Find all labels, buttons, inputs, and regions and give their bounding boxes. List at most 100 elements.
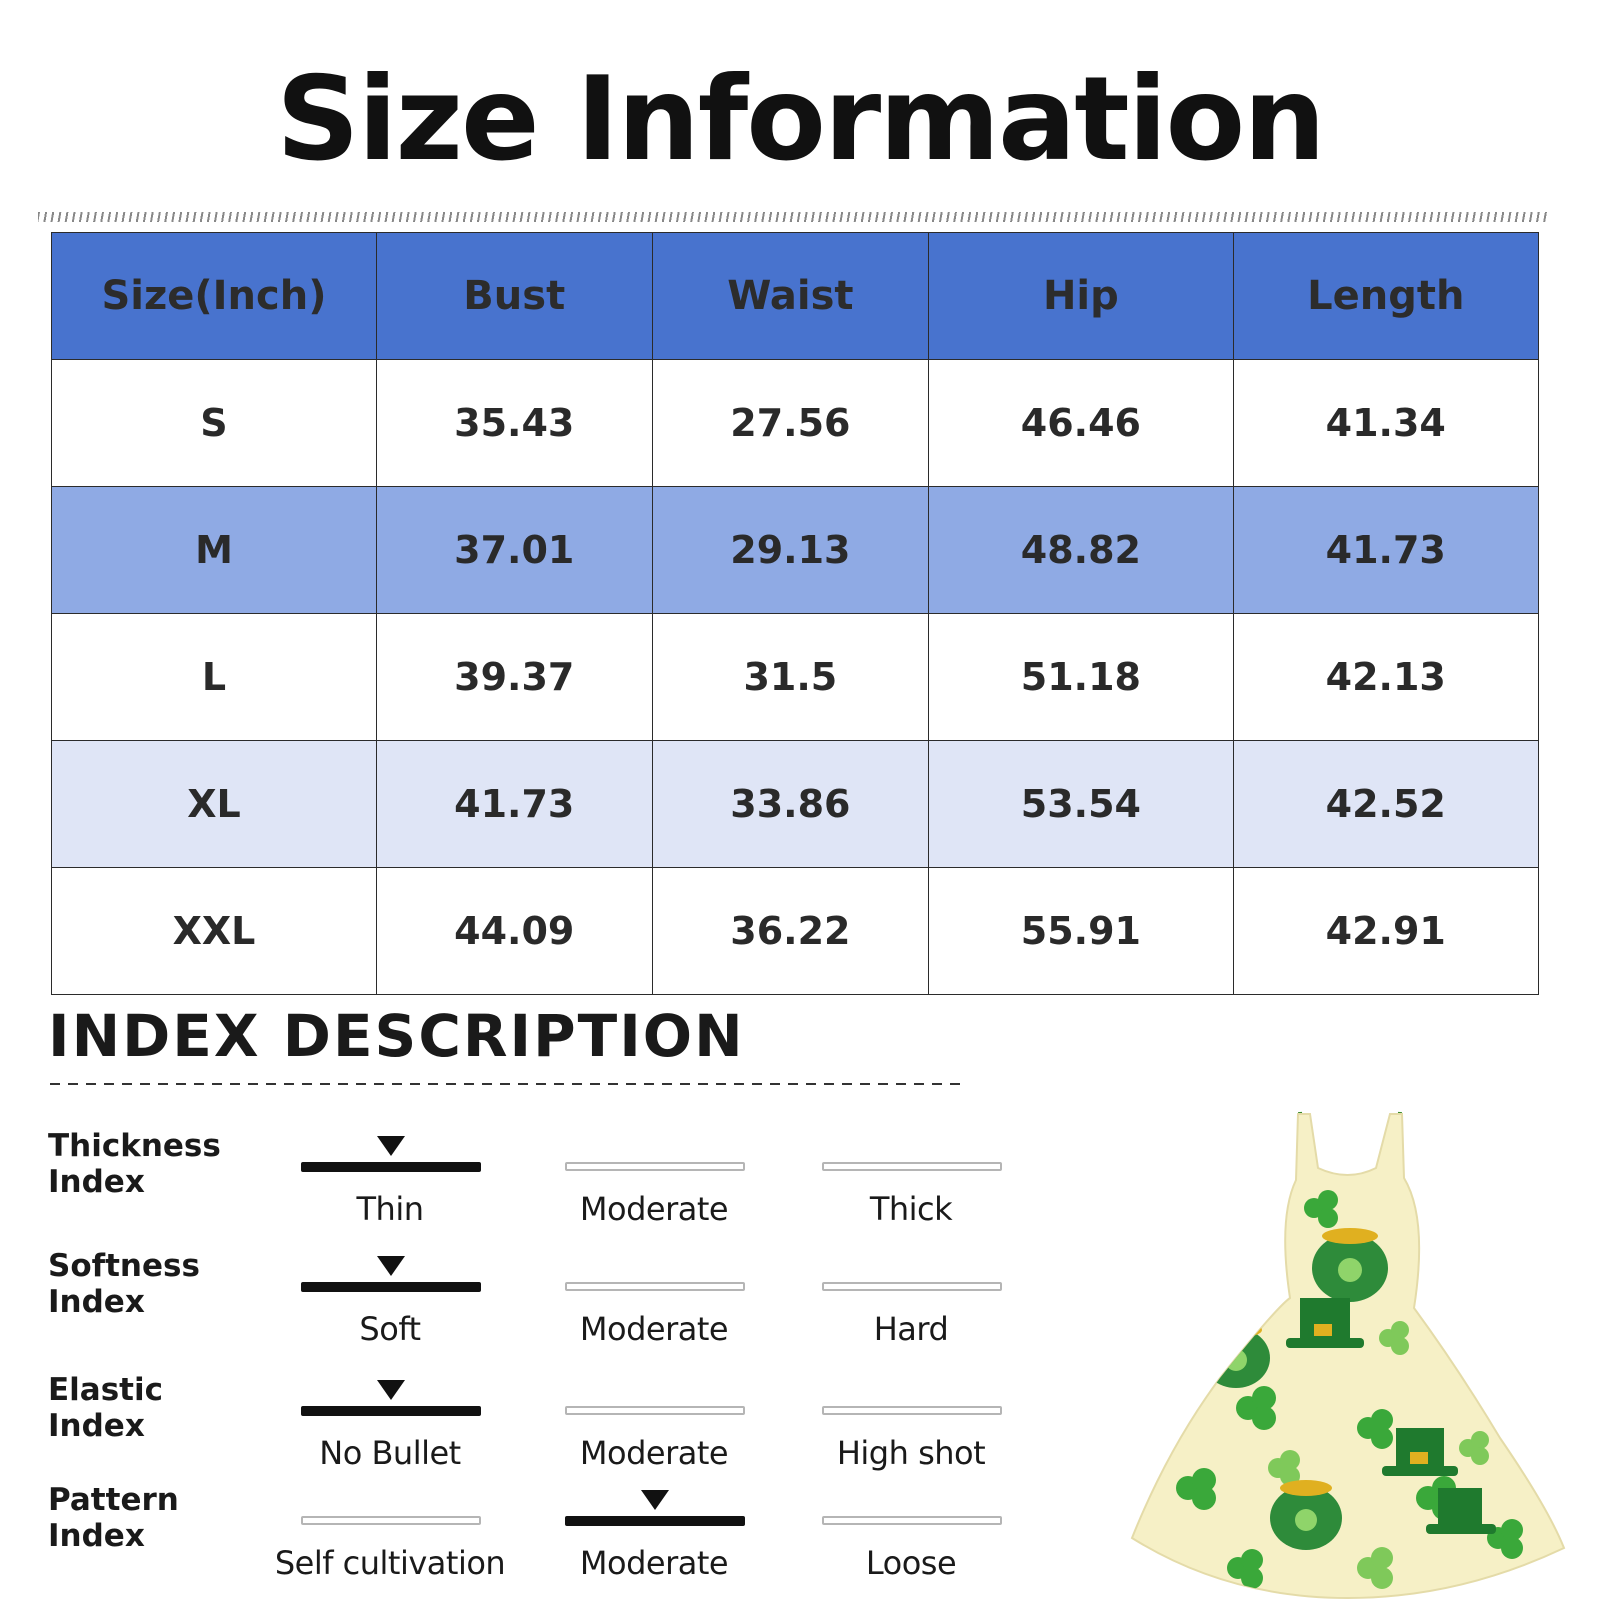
index-option: Hard: [822, 1248, 1002, 1358]
index-description-title: INDEX DESCRIPTION: [48, 1002, 745, 1070]
cell-size: XL: [51, 740, 377, 868]
leprechaun-hat-icon: [1286, 1298, 1364, 1348]
cell-size: L: [51, 613, 377, 741]
cell-length: 42.13: [1232, 613, 1540, 741]
table-row: XL 41.73 33.86 53.54 42.52: [51, 740, 1540, 868]
cell-length: 42.52: [1232, 740, 1540, 868]
index-option: Self cultivation: [275, 1482, 506, 1592]
selected-marker-icon: [641, 1490, 669, 1510]
index-label: Thickness Index: [48, 1128, 288, 1200]
option-label: Moderate: [579, 1310, 729, 1348]
cell-bust: 44.09: [375, 867, 653, 995]
option-label: Thin: [356, 1190, 425, 1228]
cell-length: 42.91: [1232, 867, 1540, 995]
scale-bar: [822, 1282, 1002, 1291]
dashed-divider: [50, 1083, 960, 1085]
index-option: Loose: [822, 1482, 1002, 1592]
option-label: Self cultivation: [274, 1544, 506, 1582]
cell-waist: 29.13: [651, 486, 930, 614]
option-label: Moderate: [579, 1544, 729, 1582]
index-option: No Bullet: [301, 1372, 481, 1482]
scale-bar: [565, 1516, 745, 1526]
cell-waist: 36.22: [651, 867, 930, 995]
cell-waist: 33.86: [651, 740, 930, 868]
size-chart-table: Size(Inch) Bust Waist Hip Length S 35.43…: [51, 232, 1540, 995]
option-label: Moderate: [579, 1190, 729, 1228]
scale-bar: [565, 1282, 745, 1291]
index-option: Soft: [301, 1248, 481, 1358]
index-option: Moderate: [565, 1128, 745, 1238]
cell-bust: 37.01: [375, 486, 653, 614]
option-label: Hard: [873, 1310, 949, 1348]
selected-marker-icon: [377, 1136, 405, 1156]
cell-hip: 46.46: [928, 359, 1234, 487]
cell-hip: 51.18: [928, 613, 1234, 741]
table-header-row: Size(Inch) Bust Waist Hip Length: [51, 232, 1540, 360]
leprechaun-hat-icon: [1382, 1428, 1458, 1476]
index-row-softness: Softness Index Soft Moderate Hard: [0, 1248, 1010, 1358]
option-label: Thick: [869, 1190, 953, 1228]
cell-waist: 27.56: [651, 359, 930, 487]
index-label-line2: Index: [48, 1284, 145, 1320]
cell-hip: 48.82: [928, 486, 1234, 614]
header-bust: Bust: [375, 232, 653, 360]
cell-size: XXL: [51, 867, 377, 995]
index-label: Softness Index: [48, 1248, 288, 1320]
index-option: Moderate: [565, 1248, 745, 1358]
cell-bust: 35.43: [375, 359, 653, 487]
decorative-divider: [38, 212, 1550, 222]
index-option: High shot: [822, 1372, 1002, 1482]
table-row: S 35.43 27.56 46.46 41.34: [51, 359, 1540, 487]
option-label: Loose: [865, 1544, 957, 1582]
option-label: Moderate: [579, 1434, 729, 1472]
scale-bar: [301, 1516, 481, 1525]
header-size: Size(Inch): [51, 232, 377, 360]
table-row: L 39.37 31.5 51.18 42.13: [51, 613, 1540, 741]
dress-product-image: [1130, 1111, 1566, 1600]
index-option: Moderate: [565, 1482, 745, 1592]
index-label-line2: Index: [48, 1518, 145, 1554]
index-label-line1: Pattern: [48, 1482, 179, 1518]
cell-length: 41.73: [1232, 486, 1540, 614]
scale-bar: [822, 1406, 1002, 1415]
index-row-elastic: Elastic Index No Bullet Moderate High sh…: [0, 1372, 1010, 1482]
leprechaun-hat-icon: [1426, 1488, 1496, 1534]
table-row: XXL 44.09 36.22 55.91 42.91: [51, 867, 1540, 995]
scale-bar: [822, 1516, 1002, 1525]
index-row-thickness: Thickness Index Thin Moderate Thick: [0, 1128, 1010, 1238]
cell-size: S: [51, 359, 377, 487]
header-waist: Waist: [651, 232, 930, 360]
pot-icon: [1312, 1228, 1388, 1302]
option-label: No Bullet: [319, 1434, 461, 1472]
index-row-pattern: Pattern Index Self cultivation Moderate …: [0, 1482, 1010, 1592]
selected-marker-icon: [377, 1256, 405, 1276]
page-title: Size Information: [276, 52, 1326, 187]
index-label: Pattern Index: [48, 1482, 288, 1554]
cell-waist: 31.5: [651, 613, 930, 741]
cell-bust: 39.37: [375, 613, 653, 741]
pot-icon: [1270, 1480, 1342, 1550]
index-option: Moderate: [565, 1372, 745, 1482]
option-label: Soft: [359, 1310, 421, 1348]
cell-length: 41.34: [1232, 359, 1540, 487]
table-row: M 37.01 29.13 48.82 41.73: [51, 486, 1540, 614]
index-label-line1: Elastic: [48, 1372, 163, 1408]
index-option: Thin: [301, 1128, 481, 1238]
scale-bar: [565, 1406, 745, 1415]
option-label: High shot: [836, 1434, 986, 1472]
cell-size: M: [51, 486, 377, 614]
index-label-line1: Softness: [48, 1248, 200, 1284]
cell-hip: 55.91: [928, 867, 1234, 995]
index-label: Elastic Index: [48, 1372, 288, 1444]
index-option: Thick: [822, 1128, 1002, 1238]
scale-bar: [822, 1162, 1002, 1171]
index-label-line2: Index: [48, 1164, 145, 1200]
index-label-line1: Thickness: [48, 1128, 221, 1164]
scale-bar: [301, 1282, 481, 1292]
pot-icon: [1202, 1322, 1270, 1388]
index-label-line2: Index: [48, 1408, 145, 1444]
scale-bar: [565, 1162, 745, 1171]
selected-marker-icon: [377, 1380, 405, 1400]
cell-bust: 41.73: [375, 740, 653, 868]
scale-bar: [301, 1406, 481, 1416]
